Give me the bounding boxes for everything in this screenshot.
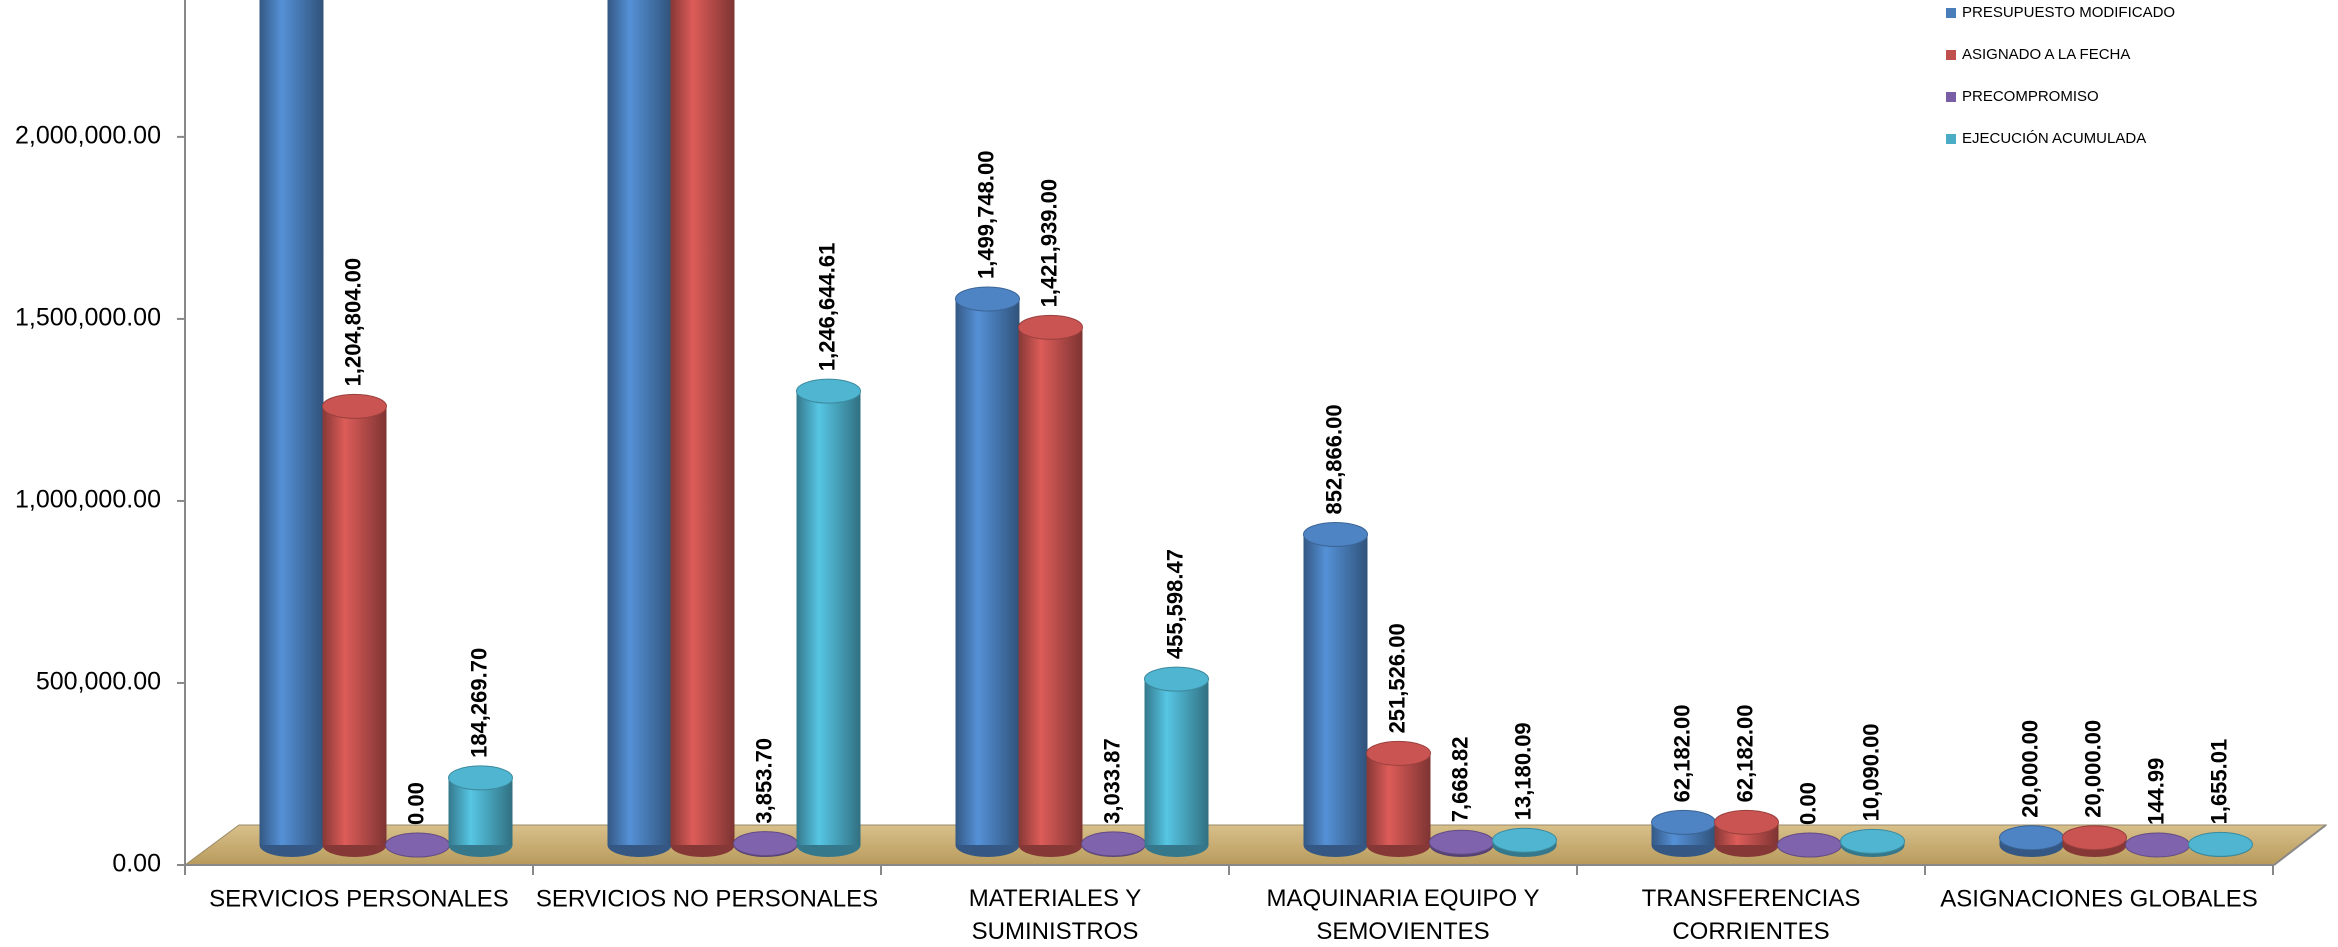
bar [1714, 809, 1779, 857]
bar-body [955, 299, 1020, 846]
bar [322, 393, 387, 857]
y-tick-label: 2,000,000.00 [15, 121, 161, 149]
legend-label: PRESUPUESTO MODIFICADO [1962, 4, 2175, 21]
bar-body [607, 0, 672, 846]
bar [1492, 827, 1557, 857]
bar-top [733, 831, 798, 857]
data-label: 1,246,644.61 [814, 243, 839, 371]
data-label: 1,204,804.00 [340, 258, 365, 386]
x-tick-label: MAQUINARIA EQUIPO Y SEMOVIENTES [1267, 885, 1540, 945]
bar-top [1651, 809, 1716, 835]
data-label: 1,499,748.00 [973, 151, 998, 279]
bar-body [670, 0, 735, 846]
bar-top [385, 832, 450, 858]
data-label: 0.00 [1795, 782, 1820, 825]
data-label: 184,269.70 [466, 648, 491, 758]
bar [2062, 825, 2127, 857]
bar-top [1429, 829, 1494, 855]
bar-top [1366, 740, 1431, 766]
data-label: 62,182.00 [1669, 704, 1694, 802]
bar [385, 832, 450, 858]
bar [2188, 831, 2253, 857]
legend-label: PRECOMPROMISO [1962, 88, 2099, 105]
bar [1144, 666, 1209, 857]
bar-body [1303, 534, 1368, 845]
data-label: 1,655.01 [2206, 739, 2231, 825]
legend-swatch [1946, 50, 1956, 60]
x-tick-label: SERVICIOS NO PERSONALES [536, 885, 878, 912]
x-tick-label: ASIGNACIONES GLOBALES [1940, 885, 2257, 912]
bar [670, 0, 735, 857]
data-label: 852,866.00 [1321, 404, 1346, 514]
y-tick-label: 1,000,000.00 [15, 486, 161, 514]
bar-top [1081, 831, 1146, 857]
bar [2125, 832, 2190, 858]
bar-top [1144, 666, 1209, 692]
legend-label: EJECUCIÓN ACUMULADA [1962, 130, 2146, 147]
y-tick-label: 0.00 [112, 850, 161, 878]
bar-top [1492, 827, 1557, 853]
data-label: 455,598.47 [1162, 549, 1187, 659]
bar-body [1366, 753, 1431, 845]
bar-top [2062, 825, 2127, 851]
bar [796, 378, 861, 857]
bar [259, 0, 324, 857]
bar-body [796, 391, 861, 845]
data-label: 7,668.82 [1447, 737, 1472, 823]
legend-label: ASIGNADO A LA FECHA [1962, 46, 2130, 63]
bar-top [1018, 314, 1083, 340]
data-label: 3,853.70 [751, 738, 776, 824]
bar-top [1999, 825, 2064, 851]
bar [1303, 522, 1368, 857]
bar [1651, 809, 1716, 857]
bar-top [796, 378, 861, 404]
bar-top [2125, 832, 2190, 858]
bar [607, 0, 672, 857]
floor-edge [2273, 824, 2327, 866]
bar-body [259, 0, 324, 845]
data-label: 144.99 [2143, 758, 2168, 825]
data-label: 1,421,939.00 [1036, 179, 1061, 307]
x-tick-label: MATERIALES Y SUMINISTROS [969, 885, 1142, 945]
x-tick-label: TRANSFERENCIAS CORRIENTES [1642, 885, 1861, 945]
bar [1777, 832, 1842, 858]
bar-top [1303, 522, 1368, 548]
bar [1840, 828, 1905, 857]
data-label: 10,090.00 [1858, 723, 1883, 821]
legend-swatch [1946, 8, 1956, 18]
bar [1366, 740, 1431, 857]
bar-top [2188, 831, 2253, 857]
bar [955, 286, 1020, 857]
legend-swatch [1946, 92, 1956, 102]
data-label: 20,000.00 [2017, 720, 2042, 818]
data-label: 251,526.00 [1384, 623, 1409, 733]
bar [448, 765, 513, 857]
data-label: 20,000.00 [2080, 720, 2105, 818]
y-tick-label: 1,500,000.00 [15, 304, 161, 332]
legend-swatch [1946, 134, 1956, 144]
data-label: 0.00 [403, 782, 428, 825]
bar [733, 831, 798, 857]
bar [1081, 831, 1146, 857]
data-label: 3,033.87 [1099, 738, 1124, 824]
bar-body [1144, 679, 1209, 845]
bar-top [448, 765, 513, 791]
bar-top [1840, 828, 1905, 854]
bar [1429, 829, 1494, 857]
x-tick-label: SERVICIOS PERSONALES [209, 885, 509, 912]
bar-top [1714, 809, 1779, 835]
bar [1999, 825, 2064, 857]
data-label: 13,180.09 [1510, 722, 1535, 820]
bar-top [1777, 832, 1842, 858]
data-label: 62,182.00 [1732, 704, 1757, 802]
bar-top [955, 286, 1020, 312]
bar-body [1018, 327, 1083, 845]
bar [1018, 314, 1083, 857]
y-tick-label: 500,000.00 [36, 668, 161, 696]
bar-top [322, 393, 387, 419]
bar-body [322, 406, 387, 845]
